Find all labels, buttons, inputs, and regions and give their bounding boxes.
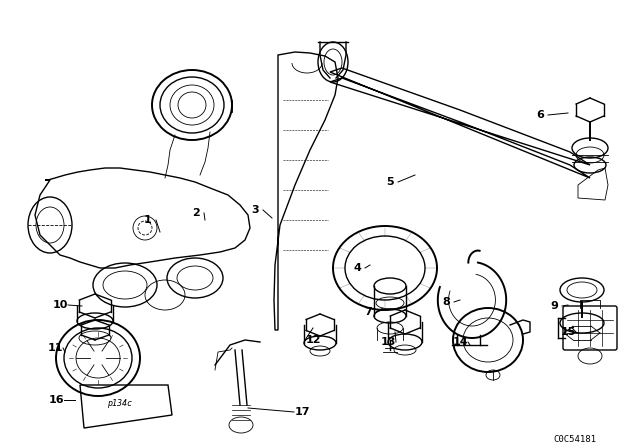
Text: 11: 11 [47, 343, 63, 353]
Text: 3: 3 [251, 205, 259, 215]
Text: 14: 14 [452, 337, 468, 347]
Text: 9: 9 [550, 301, 558, 311]
Text: 15: 15 [560, 327, 576, 337]
Text: 12: 12 [305, 335, 321, 345]
Text: 17: 17 [294, 407, 310, 417]
Text: 13: 13 [380, 337, 396, 347]
Text: 6: 6 [536, 110, 544, 120]
Text: p134c: p134c [108, 399, 132, 408]
Text: C0C54181: C0C54181 [554, 435, 596, 444]
Text: 7: 7 [364, 307, 372, 317]
Text: 16: 16 [48, 395, 64, 405]
Text: 10: 10 [52, 300, 68, 310]
Text: 4: 4 [353, 263, 361, 273]
Text: 1: 1 [144, 215, 152, 225]
Text: 8: 8 [442, 297, 450, 307]
Text: 5: 5 [386, 177, 394, 187]
Text: 2: 2 [192, 208, 200, 218]
